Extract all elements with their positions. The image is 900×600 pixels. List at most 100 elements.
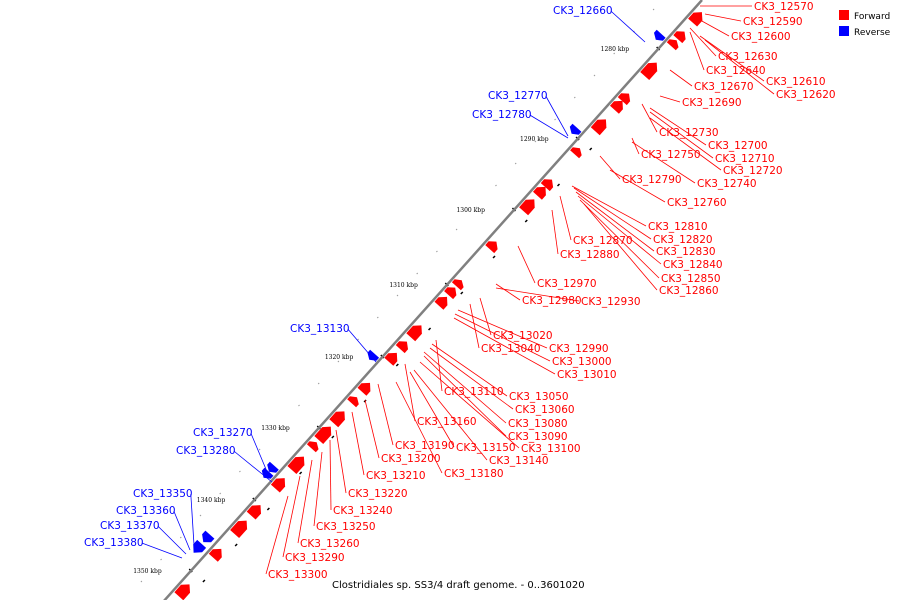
genome-caption: Clostridiales sp. SS3/4 draft genome. - …: [332, 580, 585, 591]
forward-gene-arrow: [617, 93, 631, 106]
backbone-dash: [395, 363, 399, 367]
leader-line-forward: [351, 411, 365, 476]
leader-line-forward: [454, 313, 551, 362]
backbone-dash: [436, 250, 438, 253]
leader-line-forward: [631, 141, 696, 184]
forward-gene-arrow: [246, 505, 261, 520]
leader-line-forward: [282, 475, 301, 558]
leader-line-forward: [649, 111, 714, 159]
backbone-dash: [337, 360, 340, 363]
tick-label: 1310 kbp: [389, 282, 418, 289]
forward-gene-arrow: [270, 478, 286, 493]
gene-label-forward: CK3_12860: [659, 285, 719, 297]
gene-label-forward: CK3_13160: [417, 416, 477, 428]
gene-label-forward: CK3_12760: [667, 197, 727, 209]
forward-gene-arrow: [540, 179, 554, 192]
tick-label: 1300 kbp: [456, 207, 485, 214]
gene-label-reverse: CK3_13280: [176, 445, 236, 457]
gene-label-forward: CK3_12600: [731, 31, 791, 43]
backbone-dash: [613, 52, 616, 55]
forward-gene-arrow: [208, 548, 222, 562]
backbone-dash: [298, 404, 300, 407]
leader-line-forward: [641, 103, 658, 133]
backbone-dash: [416, 272, 419, 275]
gene-label-forward: CK3_12850: [661, 273, 721, 285]
leader-line-reverse: [190, 493, 195, 546]
reverse-gene-arrow: [267, 461, 279, 473]
forward-gene-arrow: [640, 62, 658, 80]
gene-label-forward: CK3_12710: [715, 153, 775, 165]
backbone-dash: [140, 580, 143, 583]
backbone-dash: [475, 206, 478, 209]
legend: Forward Reverse: [839, 10, 891, 38]
leader-line-forward: [329, 439, 332, 511]
leader-line-forward: [395, 381, 443, 474]
leader-line-forward: [517, 245, 536, 284]
leader-line-forward: [571, 185, 647, 227]
gene-label-forward: CK3_12870: [573, 235, 633, 247]
gene-label-forward: CK3_12880: [560, 249, 620, 261]
backbone-dash: [573, 96, 576, 99]
leader-line-forward: [431, 343, 508, 397]
forward-gene-arrow: [329, 411, 345, 428]
backbone-dash: [514, 162, 517, 165]
leader-line-forward: [704, 13, 742, 22]
reverse-gene-arrow: [367, 349, 380, 361]
gene-label-reverse: CK3_13270: [193, 427, 253, 439]
leader-line-forward: [659, 95, 681, 103]
tick-label: 1330 kbp: [261, 425, 290, 432]
gene-label-forward: CK3_13190: [395, 440, 455, 452]
forward-gene-arrow: [347, 396, 359, 408]
gene-label-forward: CK3_12720: [723, 165, 783, 177]
backbone-dash: [376, 316, 379, 319]
gene-label-forward: CK3_12570: [754, 1, 814, 13]
leader-line-forward: [409, 371, 455, 448]
gene-label-forward: CK3_13010: [557, 369, 617, 381]
gene-label-reverse: CK3_12660: [553, 5, 613, 17]
tick-label: 1320 kbp: [325, 354, 354, 361]
gene-label-forward: CK3_13060: [515, 404, 575, 416]
leader-line-forward: [377, 383, 394, 446]
leader-line-forward: [479, 297, 492, 336]
backbone-dash: [495, 184, 497, 187]
forward-gene-arrow: [287, 456, 305, 474]
leader-line-forward: [364, 399, 380, 459]
gene-label-forward: CK3_12820: [653, 234, 713, 246]
leader-line-forward: [649, 117, 722, 171]
tick-label: 1280 kbp: [601, 46, 630, 53]
backbone-dash: [234, 543, 238, 547]
backbone-dash: [266, 507, 270, 511]
leader-line-forward: [609, 169, 666, 203]
leader-line-forward: [577, 195, 662, 265]
reverse-gene-arrow: [202, 530, 215, 543]
gene-label-forward: CK3_12620: [776, 89, 836, 101]
gene-label-forward: CK3_12670: [694, 81, 754, 93]
gene-label-reverse: CK3_13380: [84, 537, 144, 549]
leader-line-forward: [575, 191, 655, 252]
gene-label-reverse: CK3_13360: [116, 505, 176, 517]
backbone-dash: [524, 219, 528, 223]
leader-line-forward: [419, 361, 520, 449]
leader-line-forward: [265, 495, 289, 575]
gene-label-forward: CK3_12740: [697, 178, 757, 190]
leader-line-forward: [551, 209, 559, 255]
forward-gene-arrow: [451, 279, 464, 291]
forward-gene-arrow: [485, 241, 498, 254]
backbone-dash: [396, 294, 399, 297]
backbone-dash: [357, 338, 359, 341]
leader-line-forward: [469, 303, 480, 349]
gene-label-forward: CK3_13090: [508, 431, 568, 443]
forward-gene-arrow: [314, 426, 332, 444]
leader-line-forward: [583, 203, 658, 291]
leader-line-reverse: [529, 114, 569, 139]
legend-swatch-reverse: [839, 26, 849, 36]
gene-label-forward: CK3_13200: [381, 453, 441, 465]
gene-label-forward: CK3_12590: [743, 16, 803, 28]
reverse-gene-arrow: [569, 123, 582, 135]
forward-gene-arrow: [590, 119, 607, 136]
gene-label-reverse: CK3_12770: [488, 90, 548, 102]
leader-line-forward: [423, 351, 507, 424]
forward-gene-arrow: [174, 584, 190, 600]
gene-label-forward: CK3_13000: [552, 356, 612, 368]
leader-line-forward: [573, 187, 652, 240]
